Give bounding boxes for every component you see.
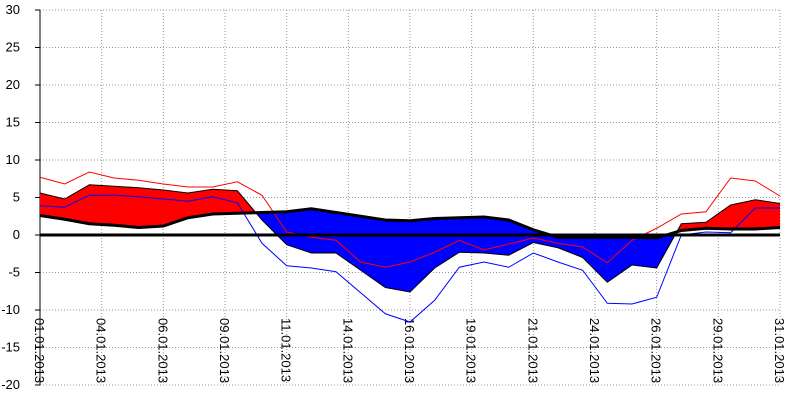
y-tick-label: -20 xyxy=(1,377,20,392)
x-tick-label: 04.01.2013 xyxy=(94,318,109,383)
y-tick-label: -10 xyxy=(1,302,20,317)
y-tick-label: 25 xyxy=(6,40,20,55)
x-tick-label: 14.01.2013 xyxy=(340,318,355,383)
x-tick-label: 29.01.2013 xyxy=(710,318,725,383)
x-tick-label: 09.01.2013 xyxy=(217,318,232,383)
x-tick-label: 16.01.2013 xyxy=(402,318,417,383)
area-above xyxy=(40,184,780,238)
x-tick-label: 21.01.2013 xyxy=(525,318,540,383)
series-line xyxy=(39,171,781,268)
y-tick-label: 30 xyxy=(6,2,20,17)
x-tick-label: 26.01.2013 xyxy=(649,318,664,383)
series-line xyxy=(39,194,780,323)
norm-line xyxy=(39,207,781,240)
y-tick-label: 10 xyxy=(6,152,20,167)
y-tick-label: -5 xyxy=(8,265,20,280)
y-tick-label: 0 xyxy=(13,227,20,242)
mean-line xyxy=(39,184,781,293)
x-tick-label: 06.01.2013 xyxy=(155,318,170,383)
x-tick-label: 19.01.2013 xyxy=(464,318,479,383)
x-tick-label: 31.01.2013 xyxy=(772,318,787,383)
y-tick-label: 20 xyxy=(6,77,20,92)
y-tick-label: 5 xyxy=(13,190,20,205)
y-tick-label: 15 xyxy=(6,115,20,130)
x-tick-label: 24.01.2013 xyxy=(587,318,602,383)
x-tick-label: 11.01.2013 xyxy=(279,318,294,382)
y-tick-label: -15 xyxy=(1,340,20,355)
